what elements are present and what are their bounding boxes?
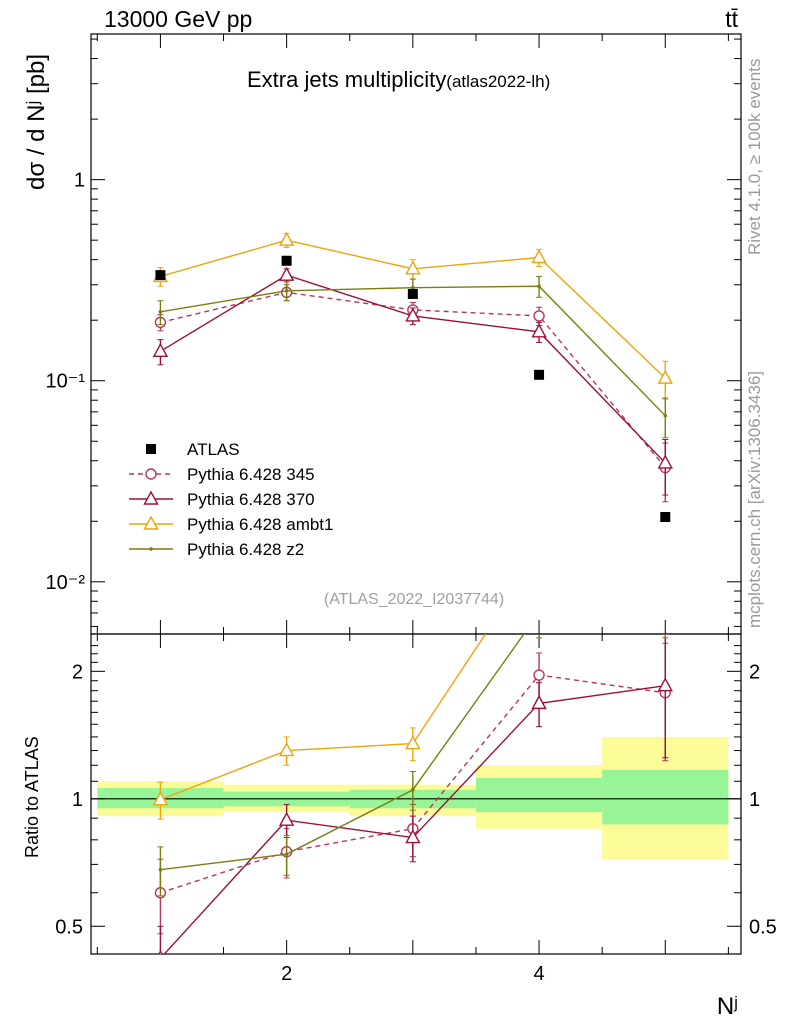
mcplots-label: mcplots.cern.ch [arXiv:1306.3436] bbox=[745, 371, 764, 628]
ratio-ytick-label-right: 1 bbox=[749, 789, 760, 811]
ratio-ylabel: Ratio to ATLAS bbox=[22, 736, 42, 858]
legend-label: Pythia 6.428 345 bbox=[187, 465, 315, 484]
band-inner bbox=[602, 769, 729, 825]
data-point bbox=[278, 266, 295, 281]
ratio-ytick-label-right: 0.5 bbox=[749, 916, 777, 938]
ytick-label: 10⁻² bbox=[46, 572, 86, 594]
legend-marker bbox=[149, 547, 153, 551]
legend-marker-atlas bbox=[146, 444, 156, 454]
legend-label: Pythia 6.428 ambt1 bbox=[187, 515, 333, 534]
legend-marker bbox=[143, 490, 159, 505]
data-point bbox=[158, 310, 163, 314]
data-point bbox=[657, 454, 673, 469]
ratio-ytick-label-right: 2 bbox=[749, 661, 760, 683]
xtick-label: 2 bbox=[281, 963, 292, 985]
legend: ATLAS Pythia 6.428 345 Pythia 6.428 370 Pyt… bbox=[129, 440, 333, 559]
atlas-point bbox=[281, 255, 292, 266]
ratio-point bbox=[531, 694, 547, 710]
ratio-point bbox=[405, 735, 421, 750]
legend-label: Pythia 6.428 z2 bbox=[187, 540, 304, 559]
ratio-point bbox=[411, 788, 415, 792]
ratio-frame bbox=[90, 633, 742, 955]
ratio-point bbox=[284, 852, 289, 856]
ratio-point bbox=[533, 546, 546, 558]
data-point bbox=[411, 285, 415, 290]
ratio-point bbox=[405, 829, 421, 844]
atlas-point bbox=[534, 369, 545, 380]
ratio-point bbox=[663, 583, 667, 587]
data-point bbox=[278, 231, 295, 246]
main-ylabel: dσ / d Nʲ [pb] bbox=[23, 54, 50, 190]
ratio-ytick-label: 0.5 bbox=[55, 916, 83, 938]
legend-label: Pythia 6.428 370 bbox=[187, 490, 315, 509]
data-point bbox=[537, 284, 541, 289]
plot-title-main: Extra jets multiplicity bbox=[247, 67, 446, 92]
analysis-id-label: (ATLAS_2022_I2037744) bbox=[324, 591, 504, 608]
rivet-version-label: Rivet 4.1.0, ≥ 100k events bbox=[745, 59, 764, 255]
ratio-point bbox=[537, 611, 541, 615]
axes-ticks: 1 10⁻¹ 10⁻² 2 2 1 1 0.5 0.5 2 4 bbox=[46, 34, 777, 985]
data-point bbox=[284, 289, 289, 293]
legend-marker bbox=[143, 515, 159, 530]
legend-label: ATLAS bbox=[187, 440, 240, 459]
band-inner bbox=[475, 777, 603, 813]
xtick-label: 4 bbox=[533, 963, 544, 985]
energy-label: 13000 GeV pp bbox=[104, 6, 252, 32]
xlabel: Nʲ bbox=[717, 993, 738, 1020]
data-point bbox=[405, 307, 421, 322]
ratio-point bbox=[278, 742, 295, 757]
ytick-label: 1 bbox=[74, 170, 85, 192]
ratio-ytick-label: 2 bbox=[72, 661, 83, 683]
atlas-point bbox=[407, 288, 418, 299]
ratio-point bbox=[533, 669, 545, 681]
ratio-ytick-label: 1 bbox=[72, 789, 83, 811]
legend-marker bbox=[145, 468, 157, 480]
ratio-point bbox=[657, 677, 673, 692]
ytick-label: 10⁻¹ bbox=[46, 371, 86, 393]
atlas-point bbox=[660, 512, 671, 523]
process-label: tt̄ bbox=[725, 6, 738, 32]
data-point bbox=[531, 323, 547, 338]
data-point bbox=[531, 249, 547, 264]
ratio-point bbox=[278, 811, 295, 826]
main-series-group bbox=[152, 231, 673, 523]
atlas-point bbox=[155, 270, 166, 281]
ratio-series-group bbox=[152, 546, 673, 954]
ratio-point bbox=[158, 949, 163, 954]
data-point bbox=[663, 413, 668, 418]
data-point bbox=[405, 260, 421, 275]
ratio-point bbox=[152, 791, 169, 806]
data-point bbox=[533, 310, 545, 322]
data-point bbox=[152, 342, 169, 358]
plot-subtitle: (atlas2022-lh) bbox=[446, 72, 550, 91]
ratio-point bbox=[158, 867, 163, 872]
plot-title: Extra jets multiplicity(atlas2022-lh) bbox=[247, 67, 550, 92]
data-point bbox=[657, 369, 673, 384]
